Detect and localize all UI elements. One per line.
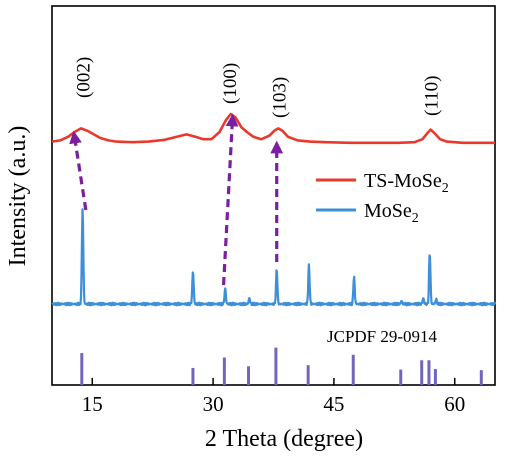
shift-arrows [69, 113, 284, 286]
peak-label: (103) [269, 77, 290, 118]
x-tick-label: 60 [444, 392, 465, 416]
x-axis-ticks: 15 30 45 60 [82, 378, 465, 416]
x-tick-label: 45 [323, 392, 344, 416]
shift-arrow [221, 113, 239, 286]
peak-label: (002) [74, 57, 95, 98]
legend-label-ts-mose2: TS-MoSe2 [364, 170, 449, 196]
x-axis-title: 2 Theta (degree) [205, 426, 363, 452]
x-tick-label: 30 [203, 392, 224, 416]
series-lines [51, 112, 497, 307]
plot-frame [51, 5, 496, 386]
legend-label-mose2: MoSe2 [364, 200, 419, 226]
legend: TS-MoSe2 MoSe2 [316, 170, 449, 226]
reference-lines [80, 347, 483, 385]
series-line-mose2 [51, 208, 497, 307]
peak-label: (110) [422, 76, 443, 116]
series-line-ts-mose2 [51, 112, 495, 145]
shift-arrow [69, 130, 88, 211]
peak-labels: (002) (100) (103) (110) [74, 57, 443, 118]
reference-label: JCPDF 29-0914 [327, 327, 438, 346]
plot-area: 15 30 45 60 (002) (100) (103) (110) JCPDF 29-0… [51, 5, 497, 416]
peak-label: (100) [220, 63, 241, 104]
y-axis-title: Intensity (a.u.) [5, 126, 31, 267]
x-tick-label: 15 [82, 392, 103, 416]
